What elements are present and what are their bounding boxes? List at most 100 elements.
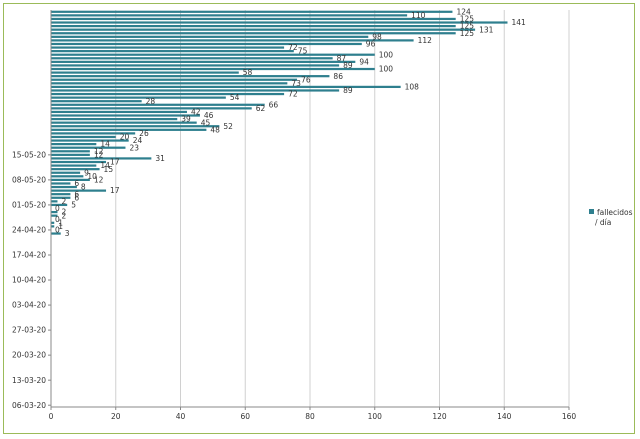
bar <box>51 146 126 149</box>
data-label: 125 <box>460 15 475 24</box>
data-label: 1 <box>58 222 63 231</box>
bar <box>51 221 55 224</box>
data-label: 89 <box>343 86 353 95</box>
bar <box>51 125 220 128</box>
y-tick-label: 08-05-20 <box>12 175 46 184</box>
bar <box>51 17 456 21</box>
x-tick-label: 100 <box>368 412 383 421</box>
data-label: 2 <box>61 208 66 217</box>
data-label: 26 <box>139 129 149 138</box>
data-label: 124 <box>456 7 471 16</box>
data-label: 89 <box>343 61 353 70</box>
bar <box>51 53 375 56</box>
data-label: 58 <box>243 68 253 77</box>
bar <box>51 24 456 28</box>
bar <box>51 64 340 67</box>
data-label: 100 <box>379 65 394 74</box>
bar <box>51 21 508 24</box>
x-tick-label: 120 <box>432 412 447 421</box>
y-tick-label: 24-04-20 <box>12 226 46 235</box>
legend-label: fallecidos <box>597 208 633 217</box>
bar <box>51 82 288 85</box>
data-label: 46 <box>204 111 214 120</box>
y-tick-label: 01-05-20 <box>12 201 46 210</box>
bar <box>51 114 200 117</box>
data-label: 0 <box>55 226 60 235</box>
bars <box>51 10 508 235</box>
axes: 0 20 40 60 80 100 120 140 16006-03-2013-03-2020-… <box>12 10 576 421</box>
bar <box>51 60 356 63</box>
bar <box>51 157 152 160</box>
bar <box>51 214 58 217</box>
bar <box>51 128 207 131</box>
bar <box>51 210 58 214</box>
data-label: 14 <box>100 161 110 170</box>
bar <box>51 117 178 121</box>
data-label: 48 <box>210 125 220 134</box>
data-label: 131 <box>479 25 494 34</box>
bar <box>51 164 97 167</box>
bar <box>51 160 107 164</box>
data-label: 86 <box>333 72 343 81</box>
bar <box>51 139 129 142</box>
x-tick-label: 0 <box>49 412 54 421</box>
data-label: 23 <box>129 143 139 152</box>
bar <box>51 78 298 81</box>
data-label: 17 <box>110 158 120 167</box>
data-label: 100 <box>379 50 394 59</box>
bar <box>51 28 476 31</box>
bar <box>51 39 414 42</box>
y-tick-label: 20-03-20 <box>12 351 46 360</box>
legend: fallecidos/ día <box>589 208 633 227</box>
x-tick-label: 160 <box>562 412 577 421</box>
bar <box>51 121 197 124</box>
data-label: 9 <box>84 168 89 177</box>
bar <box>51 193 71 196</box>
data-label: 6 <box>74 190 79 199</box>
data-label: 98 <box>372 32 382 41</box>
data-label: 125 <box>460 29 475 38</box>
data-label: 14 <box>100 140 110 149</box>
data-label: 52 <box>223 122 233 131</box>
bar <box>51 71 239 74</box>
bar <box>51 35 369 38</box>
data-label: 87 <box>337 54 347 63</box>
legend-label: / día <box>595 218 611 227</box>
data-label: 12 <box>94 175 104 184</box>
data-label: 66 <box>269 100 279 109</box>
bar <box>51 85 401 89</box>
bar <box>51 46 285 49</box>
x-tick-label: 20 <box>111 412 121 421</box>
bar <box>51 196 71 199</box>
bar <box>51 100 142 103</box>
data-label: 31 <box>155 154 165 163</box>
y-tick-label: 13-03-20 <box>12 376 46 385</box>
data-label: 62 <box>256 104 266 113</box>
bar <box>51 96 226 99</box>
bar <box>51 42 362 46</box>
bar <box>51 153 90 156</box>
data-label: 10 <box>87 172 97 181</box>
bar <box>51 232 61 235</box>
bar <box>51 67 375 71</box>
bar <box>51 175 84 178</box>
data-label: 20 <box>120 133 130 142</box>
bar <box>51 57 333 60</box>
bar <box>51 103 265 106</box>
y-tick-label: 10-04-20 <box>12 276 46 285</box>
bar <box>51 132 136 135</box>
data-label: 76 <box>301 75 311 84</box>
bar <box>51 110 187 114</box>
bar <box>51 189 107 192</box>
data-label: 42 <box>191 108 201 117</box>
data-label: 125 <box>460 22 475 31</box>
data-label: 2 <box>61 211 66 220</box>
data-label: 24 <box>133 136 143 145</box>
x-tick-label: 140 <box>497 412 512 421</box>
data-label: 1 <box>58 218 63 227</box>
chart-frame <box>3 3 635 434</box>
x-tick-label: 80 <box>305 412 315 421</box>
data-label: 72 <box>288 90 298 99</box>
bar <box>51 135 116 139</box>
